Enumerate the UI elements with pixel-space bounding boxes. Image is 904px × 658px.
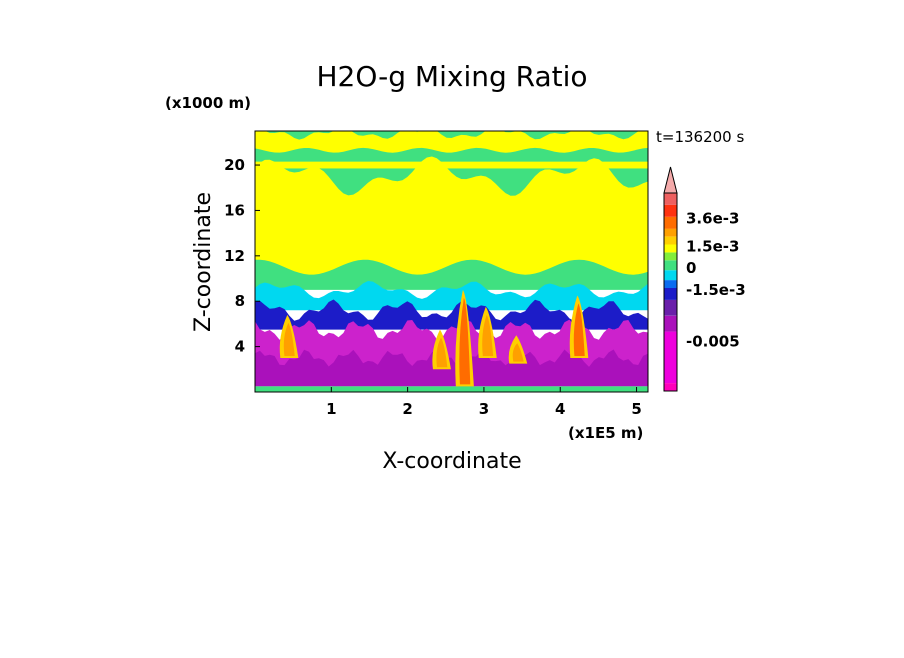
colorbar-band-12 xyxy=(664,228,677,237)
colorbar-label-4: -1.5e-3 xyxy=(686,281,746,299)
x-tick-label-3: 3 xyxy=(479,400,489,418)
colorbar-band-9 xyxy=(664,252,677,261)
x-tick-label-5: 5 xyxy=(631,400,641,418)
y-tick-label-8: 8 xyxy=(235,292,245,310)
x-axis: 1 2 3 4 5 xyxy=(326,387,642,418)
layer-stratospheric-band xyxy=(255,161,648,169)
y-axis: 4 8 12 16 20 xyxy=(224,156,260,356)
chart-title: H2O-g Mixing Ratio xyxy=(316,60,587,93)
plume-core-2 xyxy=(436,337,448,368)
colorbar-band-1 xyxy=(664,383,677,391)
colorbar-band-8 xyxy=(664,260,677,271)
time-label: t=136200 s xyxy=(656,128,744,146)
colorbar-band-15 xyxy=(664,193,677,205)
layer-upper-dry-region xyxy=(255,156,648,275)
x-unit-label: (x1E5 m) xyxy=(568,424,643,442)
colorbar-label-1: 3.6e-3 xyxy=(686,210,739,228)
x-tick-label-1: 1 xyxy=(326,400,336,418)
colorbar-band-6 xyxy=(664,280,677,288)
x-tick-label-2: 2 xyxy=(402,400,412,418)
plume-core-4 xyxy=(482,314,494,356)
colorbar-overflow-triangle xyxy=(663,166,678,194)
plume-core-6 xyxy=(573,303,585,356)
layer-ground-strip xyxy=(255,386,648,392)
y-tick-label-4: 4 xyxy=(235,338,245,356)
y-tick-label-12: 12 xyxy=(224,247,245,265)
y-tick-label-20: 20 xyxy=(224,156,245,174)
colorbar-frame xyxy=(663,192,678,392)
y-tick-label-16: 16 xyxy=(224,201,245,219)
plot-frame xyxy=(254,130,649,393)
plume-core-3 xyxy=(459,297,471,385)
colorbar-band-2 xyxy=(664,331,677,384)
colorbar: 3.6e-3 1.5e-3 0 -1.5e-3 -0.005 xyxy=(663,166,746,392)
colorbar-band-5 xyxy=(664,288,677,300)
colorbar-label-5: -0.005 xyxy=(686,333,740,351)
colorbar-band-3 xyxy=(664,315,677,332)
colorbar-band-11 xyxy=(664,236,677,245)
colorbar-band-7 xyxy=(664,270,677,281)
x-axis-title: X-coordinate xyxy=(382,449,521,474)
x-tick-label-4: 4 xyxy=(555,400,565,418)
colorbar-label-2: 1.5e-3 xyxy=(686,238,739,256)
contour-field xyxy=(255,131,648,392)
layer-mid-troposphere xyxy=(255,281,648,311)
colorbar-band-4 xyxy=(664,299,677,316)
colorbar-band-14 xyxy=(664,204,677,217)
y-unit-label: (x1000 m) xyxy=(165,94,251,112)
colorbar-label-3: 0 xyxy=(686,259,696,277)
layer-boundary-inner xyxy=(255,349,648,387)
colorbar-band-13 xyxy=(664,216,677,229)
plume-core-1 xyxy=(283,322,295,356)
colorbar-band-10 xyxy=(664,244,677,253)
layer-top-band xyxy=(255,131,648,153)
y-axis-title: Z-coordinate xyxy=(191,192,216,332)
plume-core-5 xyxy=(512,343,524,362)
